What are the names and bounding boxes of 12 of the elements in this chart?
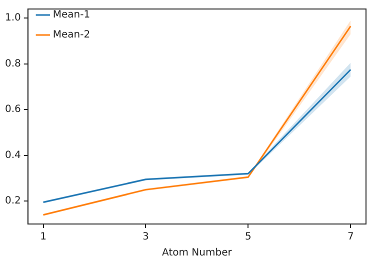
y-tick-label: 1.0 bbox=[4, 12, 21, 24]
legend-label: Mean-2 bbox=[52, 30, 90, 41]
y-tick-label: 0.4 bbox=[4, 150, 21, 161]
x-tick-label: 3 bbox=[142, 232, 149, 243]
y-tick-label: 0.6 bbox=[4, 104, 21, 116]
x-tick-label: 1 bbox=[40, 232, 46, 243]
legend-label: Mean-1 bbox=[52, 10, 90, 21]
x-tick-label: 5 bbox=[244, 232, 252, 243]
y-tick-label: 0.8 bbox=[4, 58, 21, 70]
x-axis-title: Atom Number bbox=[162, 248, 233, 259]
y-tick-label: 0.2 bbox=[4, 196, 21, 207]
x-tick-label: 7 bbox=[347, 232, 354, 243]
